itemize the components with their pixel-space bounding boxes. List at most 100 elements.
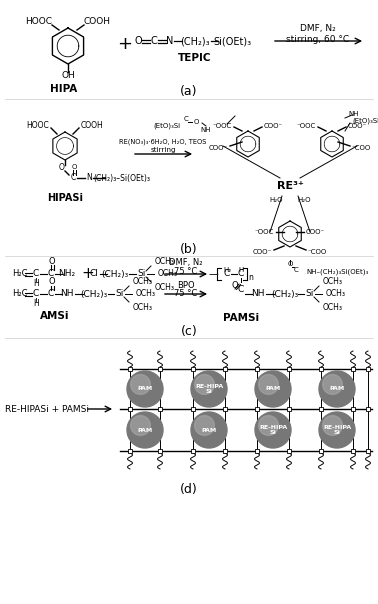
Text: 75 °C: 75 °C bbox=[174, 289, 198, 298]
Text: OCH₃: OCH₃ bbox=[323, 303, 343, 312]
Text: C: C bbox=[238, 269, 244, 278]
Circle shape bbox=[191, 371, 227, 407]
Text: TEPIC: TEPIC bbox=[178, 53, 212, 63]
Circle shape bbox=[127, 371, 163, 407]
Text: (CH₂)₃–Si(OEt)₃: (CH₂)₃–Si(OEt)₃ bbox=[93, 173, 150, 182]
Text: NH₂: NH₂ bbox=[59, 269, 76, 278]
Text: PAM: PAM bbox=[137, 428, 153, 432]
Circle shape bbox=[322, 416, 342, 435]
Text: RE-HIPA
Si: RE-HIPA Si bbox=[323, 425, 351, 435]
Bar bbox=[191, 367, 195, 371]
Circle shape bbox=[191, 412, 227, 448]
Bar bbox=[351, 367, 355, 371]
Text: COO⁻: COO⁻ bbox=[253, 249, 272, 255]
Text: (c): (c) bbox=[181, 324, 197, 338]
Text: stirring: stirring bbox=[150, 147, 176, 153]
Circle shape bbox=[259, 416, 279, 435]
Text: C: C bbox=[48, 289, 54, 298]
Text: C: C bbox=[70, 173, 76, 182]
Text: OCH₃: OCH₃ bbox=[326, 289, 346, 298]
Bar bbox=[287, 367, 291, 371]
Text: H₂: H₂ bbox=[223, 267, 231, 273]
Text: stirring, 60 °C: stirring, 60 °C bbox=[287, 34, 350, 43]
Text: O: O bbox=[134, 36, 142, 46]
Text: PAM: PAM bbox=[137, 387, 153, 391]
Bar bbox=[223, 449, 227, 453]
Bar bbox=[319, 367, 323, 371]
Text: ⁻OOC: ⁻OOC bbox=[297, 123, 316, 129]
Text: RE-HIPA
Si: RE-HIPA Si bbox=[195, 384, 223, 394]
Circle shape bbox=[319, 412, 355, 448]
Bar bbox=[255, 449, 259, 453]
Text: HIPASi: HIPASi bbox=[47, 193, 83, 203]
Bar bbox=[223, 367, 227, 371]
Bar bbox=[255, 367, 259, 371]
Bar bbox=[255, 407, 259, 411]
Text: OCH₃: OCH₃ bbox=[155, 257, 175, 266]
Text: OCH₃: OCH₃ bbox=[155, 283, 175, 292]
Text: COO⁻: COO⁻ bbox=[306, 229, 325, 235]
Text: RE-HIPASi + PAMSi: RE-HIPASi + PAMSi bbox=[5, 405, 89, 414]
Bar bbox=[366, 367, 370, 371]
Text: O: O bbox=[232, 281, 238, 291]
Text: C: C bbox=[184, 116, 188, 122]
Text: (d): (d) bbox=[180, 483, 198, 495]
Text: NH: NH bbox=[201, 127, 211, 133]
Text: Si: Si bbox=[138, 269, 146, 278]
Bar bbox=[287, 407, 291, 411]
Circle shape bbox=[131, 374, 150, 394]
Text: RE³⁺: RE³⁺ bbox=[277, 181, 304, 191]
Text: H₂C: H₂C bbox=[12, 269, 28, 278]
Text: BPO: BPO bbox=[177, 280, 195, 289]
Text: C: C bbox=[224, 269, 230, 278]
Text: PAM: PAM bbox=[265, 387, 280, 391]
Text: +: + bbox=[82, 266, 94, 281]
Text: C: C bbox=[33, 289, 39, 298]
Text: ⁻COO: ⁻COO bbox=[352, 145, 371, 151]
Text: OCH₃: OCH₃ bbox=[158, 269, 178, 278]
Bar bbox=[128, 367, 132, 371]
Text: +: + bbox=[118, 35, 133, 53]
Bar bbox=[287, 449, 291, 453]
Text: C: C bbox=[294, 267, 298, 273]
Text: n: n bbox=[249, 274, 253, 283]
Text: HOOC: HOOC bbox=[25, 18, 52, 27]
Text: H: H bbox=[33, 298, 39, 307]
Text: (EtO)₃Si: (EtO)₃Si bbox=[153, 123, 180, 129]
Text: H₂O: H₂O bbox=[269, 197, 283, 203]
Text: O: O bbox=[71, 164, 77, 170]
Text: (CH₂)₃: (CH₂)₃ bbox=[101, 269, 129, 278]
Text: Si: Si bbox=[116, 289, 124, 298]
Text: DMF, N₂: DMF, N₂ bbox=[300, 24, 336, 33]
Circle shape bbox=[131, 416, 150, 435]
Text: Si: Si bbox=[306, 289, 314, 298]
Circle shape bbox=[127, 412, 163, 448]
Bar bbox=[128, 449, 132, 453]
Text: COO⁻: COO⁻ bbox=[209, 145, 228, 151]
Text: (CH₂)₃: (CH₂)₃ bbox=[271, 289, 299, 298]
Bar bbox=[223, 407, 227, 411]
Text: 75 °C: 75 °C bbox=[174, 266, 198, 275]
Text: NH: NH bbox=[349, 111, 359, 117]
Bar bbox=[351, 449, 355, 453]
Bar bbox=[158, 449, 162, 453]
Text: ⁻OOC: ⁻OOC bbox=[255, 229, 274, 235]
Bar bbox=[366, 449, 370, 453]
Bar bbox=[351, 407, 355, 411]
Text: (EtO)₃Si: (EtO)₃Si bbox=[352, 118, 378, 124]
Text: (CH₂)₃: (CH₂)₃ bbox=[180, 36, 210, 46]
Text: PAM: PAM bbox=[201, 428, 217, 432]
Text: COO⁻: COO⁻ bbox=[264, 123, 283, 129]
Text: OCH₃: OCH₃ bbox=[133, 277, 153, 286]
Text: H₂C: H₂C bbox=[12, 289, 28, 298]
Text: RE(NO₃)₃·6H₂O, H₂O, TEOS: RE(NO₃)₃·6H₂O, H₂O, TEOS bbox=[119, 139, 207, 145]
Text: (b): (b) bbox=[180, 242, 198, 255]
Text: C: C bbox=[48, 269, 54, 278]
Text: PAMSi: PAMSi bbox=[223, 313, 259, 323]
Text: HOOC: HOOC bbox=[26, 121, 49, 130]
Text: —: — bbox=[208, 269, 218, 279]
Text: O: O bbox=[49, 277, 55, 286]
Text: C: C bbox=[33, 269, 39, 278]
Text: RE-HIPA
Si: RE-HIPA Si bbox=[259, 425, 287, 435]
Bar bbox=[319, 407, 323, 411]
